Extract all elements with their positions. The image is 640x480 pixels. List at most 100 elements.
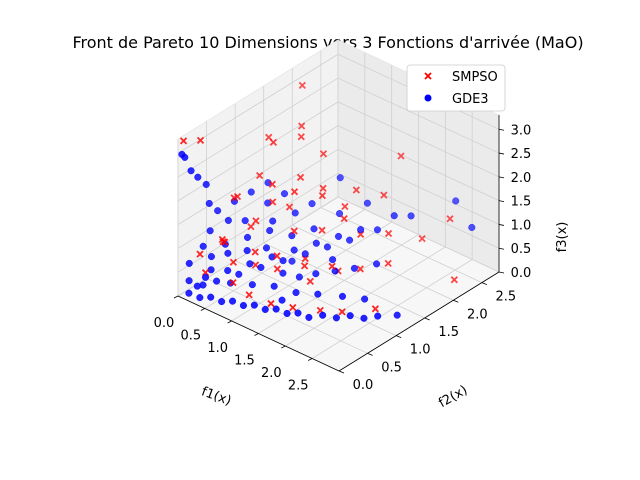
gde3-point-21 [193, 282, 201, 290]
gde3-point-29 [279, 257, 287, 265]
smpso-point-11 [318, 191, 327, 200]
gde3-point-3 [194, 173, 202, 181]
gde3-point-5 [205, 199, 213, 208]
smpso-point-17 [340, 214, 348, 223]
smpso-point-33 [267, 299, 275, 308]
gde3-point-69 [312, 270, 320, 278]
z-tick-label-6: 3.0 [511, 123, 532, 138]
gde3-point-79 [338, 292, 347, 300]
smpso-point-15 [290, 227, 298, 235]
x-tick-label-3: 1.5 [234, 354, 255, 369]
gde3-point-37 [373, 226, 382, 234]
gde3-point-88 [361, 295, 369, 303]
smpso-point-14 [251, 248, 259, 256]
smpso-point-13 [252, 217, 260, 225]
gde3-point-15 [335, 210, 344, 218]
smpso-point-37 [371, 305, 380, 313]
smpso-point-51 [221, 238, 229, 246]
smpso-point-6 [297, 122, 306, 130]
chart-title: Front de Pareto 10 Dimensions vers 3 Fon… [72, 33, 584, 52]
y-tick-label-3: 1.5 [438, 325, 459, 340]
gde3-point-82 [224, 216, 232, 224]
gde3-point-31 [301, 250, 309, 258]
gde3-point-9 [241, 217, 249, 225]
gde3-point-45 [239, 301, 247, 310]
legend-box [406, 64, 506, 112]
gde3-point-36 [357, 226, 365, 234]
gde3-point-40 [185, 289, 193, 297]
gde3-point-84 [269, 217, 277, 225]
gde3-point-17 [336, 174, 344, 182]
smpso-point-28 [418, 234, 426, 243]
gde3-point-52 [319, 311, 327, 319]
gde3-point-66 [262, 244, 271, 252]
gde3-point-43 [218, 297, 226, 306]
z-tick-label-0: 0.0 [511, 266, 532, 281]
smpso-point-9 [290, 188, 299, 196]
gde3-point-89 [278, 296, 286, 304]
smpso-point-1 [196, 136, 205, 145]
gde3-point-35 [346, 236, 354, 244]
y-tick-label-2: 1.0 [410, 343, 431, 358]
tick-labels: 0.0 0.5 1.0 1.5 2.0 2.5 0.0 0.5 1.0 1.5 2.0 2.5 0.0 0… [154, 123, 532, 393]
gde3-point-62 [310, 225, 318, 233]
smpso-point-44 [380, 191, 388, 199]
gde3-point-14 [308, 200, 316, 208]
gde3-point-60 [266, 227, 274, 235]
y-tick-label-1: 0.5 [381, 360, 402, 375]
gde3-point-59 [243, 233, 252, 241]
gde3-point-34 [334, 232, 343, 240]
gde3-point-39 [407, 212, 415, 220]
gde3-point-22 [201, 273, 210, 281]
gde3-point-44 [228, 297, 237, 305]
legend-marker-gde3 [424, 94, 432, 102]
x-axis-label: f1(x) [199, 384, 233, 409]
smpso-point-7 [268, 180, 276, 188]
legend-marker-smpso [424, 72, 432, 80]
gde3-point-76 [270, 282, 278, 290]
gde3-point-38 [390, 212, 398, 220]
gde3-point-55 [360, 314, 368, 322]
gde3-point-32 [312, 239, 320, 247]
y-tick-label-0: 0.0 [353, 378, 374, 393]
gde3-point-23 [213, 277, 221, 285]
gde3-point-65 [243, 247, 251, 255]
z-tick-label-5: 2.5 [511, 147, 532, 162]
smpso-point-5 [297, 133, 305, 141]
smpso-point-47 [273, 252, 281, 260]
smpso-point-26 [356, 265, 364, 273]
gde3-point-42 [207, 293, 215, 301]
gde3-point-20 [185, 277, 193, 285]
gde3-point-86 [329, 256, 337, 264]
gde3-point-63 [207, 253, 215, 261]
smpso-point-53 [256, 171, 264, 180]
gde3-point-81 [199, 242, 207, 250]
gde3-point-85 [207, 266, 215, 274]
z-tick-label-2: 1.0 [511, 218, 532, 233]
smpso-point-32 [245, 291, 253, 299]
y-tick-label-5: 2.5 [496, 290, 517, 305]
gde3-point-83 [206, 227, 214, 235]
gde3-point-41 [196, 294, 204, 302]
gde3-point-4 [202, 180, 210, 188]
smpso-point-29 [446, 215, 454, 223]
smpso-point-0 [179, 137, 188, 145]
smpso-point-27 [384, 259, 392, 267]
smpso-point-50 [196, 250, 204, 258]
smpso-point-48 [300, 262, 309, 270]
z-tick-label-3: 1.5 [511, 195, 532, 210]
gde3-point-64 [224, 249, 232, 257]
data-points [178, 81, 476, 322]
gde3-point-80 [185, 259, 193, 267]
gde3-point-18 [452, 197, 460, 205]
smpso-point-10 [296, 173, 305, 182]
gde3-point-54 [346, 312, 354, 320]
gde3-point-30 [290, 246, 298, 254]
gde3-point-67 [279, 269, 287, 277]
gde3-point-25 [235, 270, 243, 278]
gde3-point-33 [323, 243, 331, 251]
gde3-point-8 [247, 188, 255, 196]
smpso-point-22 [273, 265, 282, 273]
gde3-point-87 [288, 257, 296, 265]
